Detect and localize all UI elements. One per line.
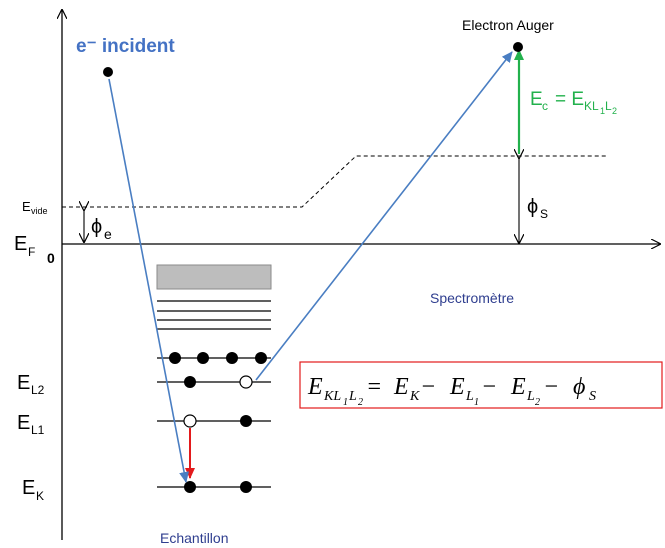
svg-text:−: − <box>481 374 497 400</box>
electron <box>255 352 267 364</box>
svg-text:L: L <box>605 99 612 113</box>
svg-text:E: E <box>22 477 35 499</box>
svg-text:−: − <box>420 374 436 400</box>
svg-text:1: 1 <box>600 106 605 116</box>
svg-text:E: E <box>14 233 27 255</box>
svg-text:E: E <box>393 374 409 400</box>
svg-text:2: 2 <box>358 397 363 408</box>
electron <box>184 376 196 388</box>
ec-label: E c = E KL 1 L 2 <box>530 89 617 116</box>
svg-text:E: E <box>530 89 543 110</box>
svg-text:F: F <box>28 245 35 259</box>
svg-text:−: − <box>543 374 559 400</box>
electrons <box>169 352 267 493</box>
electron <box>169 352 181 364</box>
svg-text:L: L <box>348 389 357 404</box>
phi-s-label: ϕ S <box>527 196 548 221</box>
svg-text:ϕ: ϕ <box>527 196 538 218</box>
svg-text:L1: L1 <box>31 423 45 437</box>
upper-levels <box>157 300 271 330</box>
electron <box>240 481 252 493</box>
svg-text:L: L <box>526 389 535 404</box>
svg-text:2: 2 <box>535 397 540 408</box>
svg-text:KL: KL <box>584 99 599 113</box>
auger-label: Electron Auger <box>462 17 554 33</box>
auger-formula: E KL 1 L 2 = E K − E L 1 − E L 2 − ϕ S <box>307 374 596 408</box>
svg-text:c: c <box>542 99 548 113</box>
svg-text:= E: = E <box>555 89 584 110</box>
electron <box>226 352 238 364</box>
svg-text:1: 1 <box>343 397 348 408</box>
svg-text:ϕ: ϕ <box>91 216 102 238</box>
svg-text:S: S <box>589 389 596 404</box>
formula-box <box>299 361 663 409</box>
svg-text:K: K <box>36 489 44 503</box>
el2-label: E L2 <box>17 372 45 397</box>
hole <box>183 414 197 428</box>
svg-text:L: L <box>465 389 474 404</box>
incident-label: e⁻ incident <box>76 36 175 57</box>
svg-text:e: e <box>104 226 112 242</box>
svg-text:E: E <box>17 372 30 394</box>
svg-text:2: 2 <box>612 106 617 116</box>
svg-text:K: K <box>409 389 420 404</box>
svg-text:1: 1 <box>474 397 479 408</box>
echantillon-label: Echantillon <box>160 530 229 546</box>
zero-label: 0 <box>47 250 55 266</box>
incident-arrow <box>108 78 190 483</box>
electron <box>197 352 209 364</box>
spectrometre-label: Spectromètre <box>430 290 514 306</box>
ek-label: E K <box>22 477 44 503</box>
valence-band <box>156 264 272 290</box>
electron <box>184 481 196 493</box>
auger-arrow <box>255 51 513 381</box>
svg-text:E: E <box>17 412 30 434</box>
svg-text:S: S <box>540 207 548 221</box>
vacuum-level-line <box>62 155 608 208</box>
e-vide-label: E vide <box>22 199 48 216</box>
electron <box>240 415 252 427</box>
svg-text:=: = <box>366 374 382 400</box>
svg-text:E: E <box>449 374 465 400</box>
e-f-label: E F <box>14 233 35 259</box>
svg-text:E: E <box>307 374 323 400</box>
svg-text:E: E <box>22 199 31 214</box>
svg-text:L2: L2 <box>31 383 45 397</box>
svg-text:ϕ: ϕ <box>573 374 585 400</box>
svg-text:E: E <box>510 374 526 400</box>
auger-electron <box>513 42 523 52</box>
svg-text:vide: vide <box>31 206 48 216</box>
hole <box>239 375 253 389</box>
phi-e-label: ϕ e <box>91 216 112 242</box>
el1-label: E L1 <box>17 412 45 437</box>
svg-text:KL: KL <box>323 389 341 404</box>
incident-electron <box>103 67 113 77</box>
